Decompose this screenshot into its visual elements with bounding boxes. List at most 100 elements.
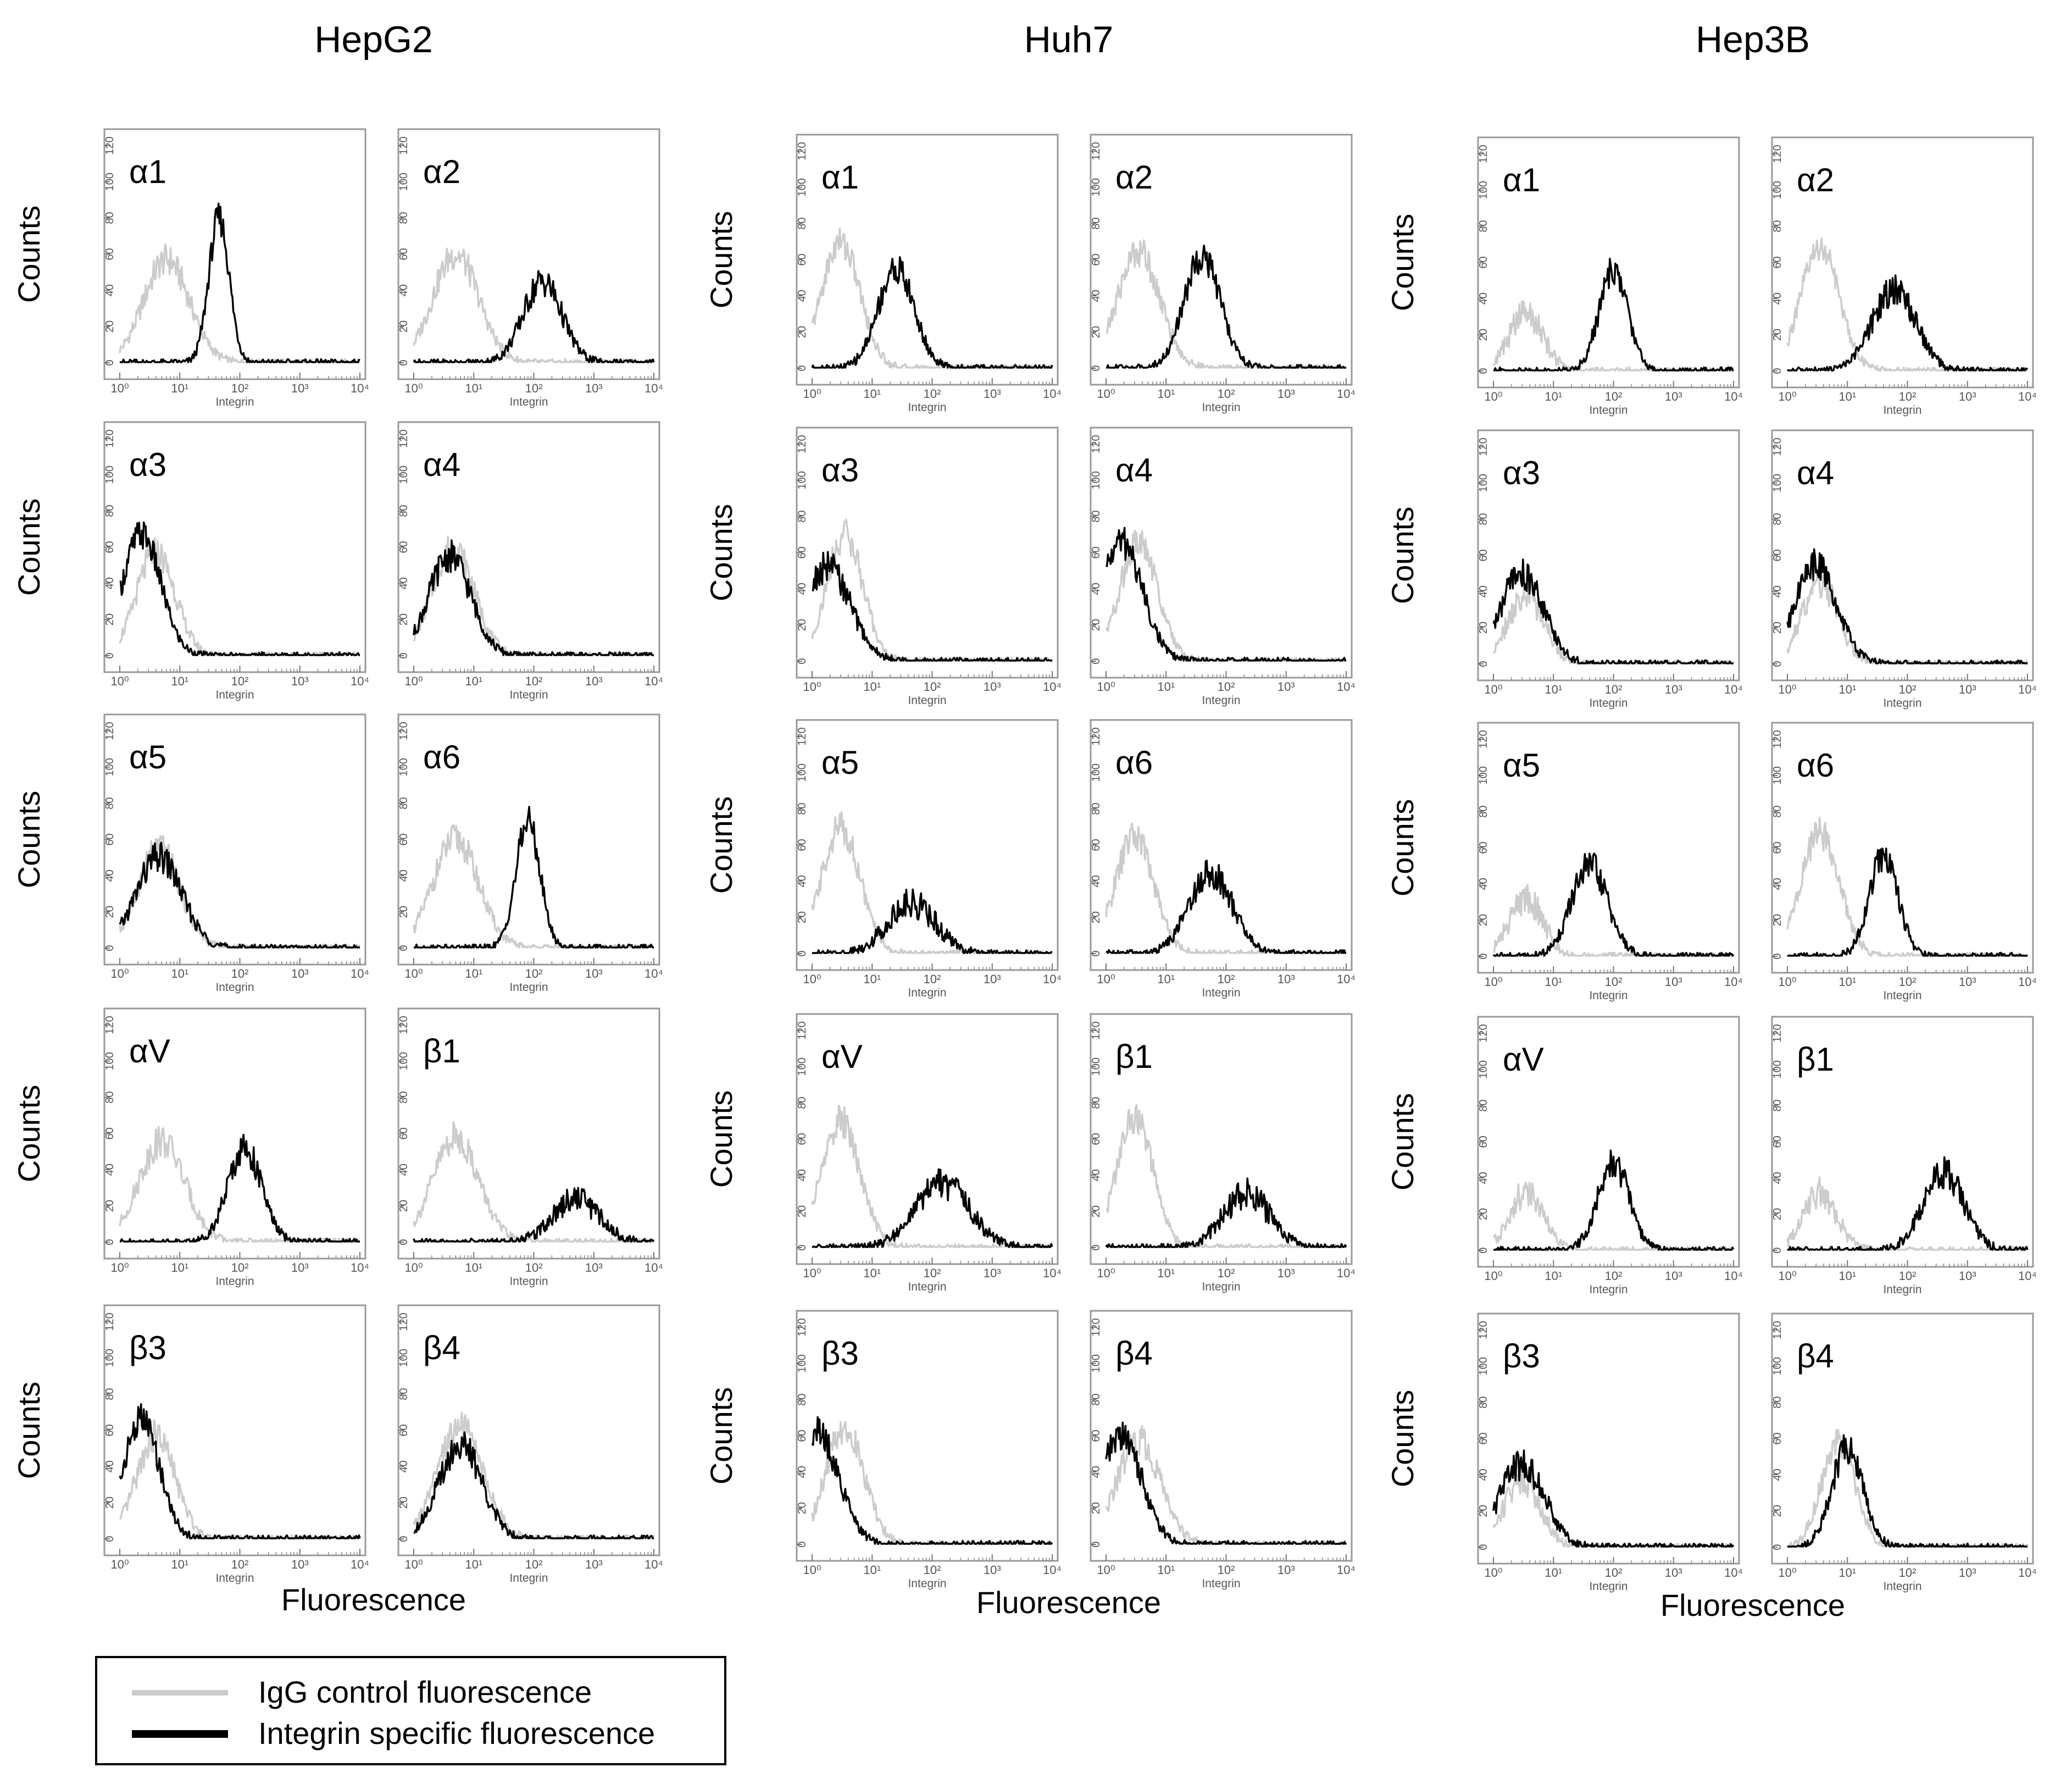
- y-tick-label: 80: [398, 1388, 410, 1400]
- panel-frame: [1771, 1016, 2034, 1268]
- legend-entry-label: IgG control fluorescence: [258, 1675, 592, 1709]
- y-tick-label: 0: [1090, 950, 1102, 956]
- histogram-panel: 0 20 40 60 80 100 120 10⁰ 10¹ 10² 10³ 10⁴ Integrin β3: [796, 1310, 1062, 1590]
- y-tick-label: 20: [1477, 914, 1490, 926]
- y-tick-label: 60: [1090, 546, 1102, 558]
- y-tick-label: 100: [1771, 1060, 1784, 1078]
- panel-frame: [1477, 1312, 1740, 1565]
- x-tick-label: 10³: [1665, 975, 1682, 989]
- x-tick-label: 10⁴: [1043, 387, 1062, 401]
- panel-label: αV: [1503, 1041, 1544, 1078]
- integrin-curve: [1786, 548, 2028, 664]
- y-tick-label: 100: [1477, 1357, 1490, 1375]
- x-tick-label: 10⁰: [1097, 1266, 1115, 1280]
- y-tick-label: 0: [796, 1244, 808, 1250]
- integrin-curve: [119, 1403, 361, 1539]
- y-tick-label: 100: [104, 1052, 116, 1070]
- y-tick-label: 80: [398, 797, 410, 810]
- y-tick-label: 0: [1090, 1541, 1102, 1547]
- panel-x-label: Integrin: [509, 1572, 548, 1584]
- x-tick-label: 10³: [1665, 1566, 1682, 1580]
- x-tick-label: 10⁰: [803, 972, 821, 986]
- x-axis-label: Fluorescence: [976, 1585, 1161, 1620]
- y-tick-label: 20: [1090, 326, 1102, 338]
- x-tick-label: 10⁰: [1097, 680, 1115, 694]
- y-tick-label: 120: [398, 136, 410, 154]
- y-tick-label: 40: [796, 875, 808, 887]
- y-tick-label: 40: [398, 1460, 410, 1472]
- y-tick-label: 80: [104, 1388, 116, 1400]
- x-tick-label: 10⁰: [1097, 972, 1115, 986]
- x-tick-label: 10²: [1899, 1269, 1917, 1283]
- y-tick-label: 80: [1771, 806, 1784, 818]
- y-tick-label: 80: [796, 218, 808, 230]
- y-tick-label: 40: [398, 1164, 410, 1176]
- x-tick-label: 10⁴: [1043, 1563, 1062, 1577]
- x-tick-label: 10⁰: [1097, 1563, 1115, 1577]
- y-tick-label: 0: [1477, 953, 1490, 959]
- x-tick-label: 10⁴: [645, 1261, 663, 1275]
- y-tick-label: 0: [1090, 365, 1102, 371]
- y-tick-label: 100: [1090, 178, 1102, 196]
- x-tick-label: 10³: [291, 1558, 309, 1571]
- y-tick-label: 0: [1771, 368, 1784, 374]
- histogram-panel: 0 20 40 60 80 100 120 10⁰ 10¹ 10² 10³ 10⁴ Integrin β1: [1090, 1013, 1356, 1293]
- integrin-curve: [1105, 1421, 1347, 1545]
- panel-x-label: Integrin: [215, 1275, 254, 1288]
- panel-label: α1: [129, 153, 166, 190]
- y-tick-label: 20: [1090, 619, 1102, 631]
- y-tick-label: 20: [796, 326, 808, 338]
- histogram-panel: 0 20 40 60 80 100 120 10⁰ 10¹ 10² 10³ 10⁴ Integrin α2: [1771, 136, 2037, 417]
- y-tick-label: 0: [1477, 661, 1490, 667]
- y-tick-label: 60: [398, 1127, 410, 1139]
- panel-label: α3: [1503, 455, 1540, 491]
- control-curve: [413, 1121, 655, 1243]
- panel-x-label: Integrin: [1883, 1580, 1921, 1593]
- y-tick-label: 120: [796, 1021, 808, 1039]
- x-tick-label: 10⁰: [110, 381, 129, 395]
- panel-label: α5: [129, 739, 166, 775]
- panel-x-label: Integrin: [1883, 989, 1921, 1002]
- panel-x-label: Integrin: [908, 1281, 946, 1293]
- x-tick-label: 10³: [1959, 1269, 1976, 1283]
- x-tick-label: 10²: [231, 1558, 249, 1571]
- panel-label: β4: [1797, 1338, 1834, 1375]
- x-tick-label: 10⁴: [645, 1558, 663, 1571]
- x-tick-label: 10¹: [465, 674, 482, 688]
- y-tick-label: 40: [104, 1164, 116, 1176]
- x-tick-label: 10³: [585, 381, 603, 395]
- y-tick-label: 20: [104, 613, 116, 625]
- y-tick-label: 20: [398, 906, 410, 918]
- y-tick-label: 0: [1771, 953, 1784, 959]
- x-tick-label: 10²: [924, 972, 941, 986]
- y-tick-label: 0: [1771, 1247, 1784, 1253]
- x-tick-label: 10⁰: [803, 680, 821, 694]
- y-tick-label: 20: [398, 613, 410, 625]
- y-tick-label: 40: [1477, 878, 1490, 890]
- y-tick-label: 100: [1090, 1057, 1102, 1076]
- y-tick-label: 100: [104, 1349, 116, 1367]
- y-tick-label: 120: [796, 727, 808, 745]
- y-tick-label: 0: [104, 1239, 116, 1245]
- x-tick-label: 10⁴: [1043, 1266, 1062, 1280]
- y-tick-label: 40: [104, 1460, 116, 1472]
- x-tick-label: 10⁴: [1337, 387, 1356, 401]
- panel-label: α3: [129, 446, 166, 483]
- y-tick-label: 60: [1771, 549, 1784, 561]
- x-tick-label: 10²: [231, 1261, 249, 1275]
- panel-frame: [1771, 722, 2034, 974]
- y-tick-label: 80: [398, 212, 410, 224]
- panel-x-label: Integrin: [908, 401, 946, 414]
- y-axis-label: Counts: [704, 796, 738, 894]
- x-tick-label: 10²: [231, 967, 249, 980]
- y-tick-label: 40: [1477, 292, 1490, 304]
- y-tick-label: 40: [1771, 878, 1784, 890]
- y-tick-label: 20: [104, 320, 116, 333]
- x-tick-label: 10⁰: [110, 1261, 129, 1275]
- y-tick-label: 80: [1090, 1097, 1102, 1109]
- y-tick-label: 120: [1477, 1024, 1490, 1042]
- y-tick-label: 20: [1477, 1505, 1490, 1517]
- x-tick-label: 10²: [924, 1563, 941, 1577]
- x-tick-label: 10¹: [863, 1563, 881, 1577]
